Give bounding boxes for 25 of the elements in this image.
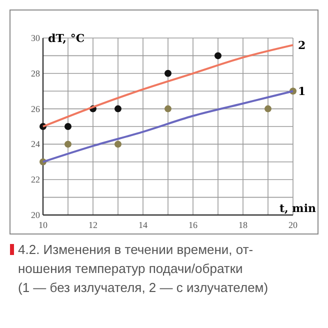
y-tick-label: 22 [31,174,40,185]
x-tick-label: 12 [88,220,98,230]
text: 4.2. Изменения в течении времени, от- ношения температур подачи/обратки (1 — без излучателя, 2 — с излучателем) [18,242,268,295]
x-axis-title: t, min [279,202,316,215]
y-tick-label: 20 [31,210,40,220]
x-tick-label: 14 [138,220,148,230]
series-label: 2 [298,39,306,52]
point [214,52,222,60]
point [64,140,72,148]
y-tick-label: 26 [31,104,40,114]
x-tick-label: 20 [288,220,298,230]
point [114,105,122,112]
x-tick-label: 16 [188,220,198,230]
point [114,140,122,148]
y-axis-title: dT, °C [48,32,85,45]
y-tick-label: 30 [31,33,40,43]
x-tick-label: 18 [238,220,248,230]
x-tick-label: 10 [38,220,48,230]
point [264,105,272,112]
point [164,70,172,77]
point [64,123,72,130]
y-tick-label: 24 [31,139,40,150]
y-tick-label: 28 [31,68,40,78]
series-label: 1 [298,85,306,98]
point [164,105,172,112]
